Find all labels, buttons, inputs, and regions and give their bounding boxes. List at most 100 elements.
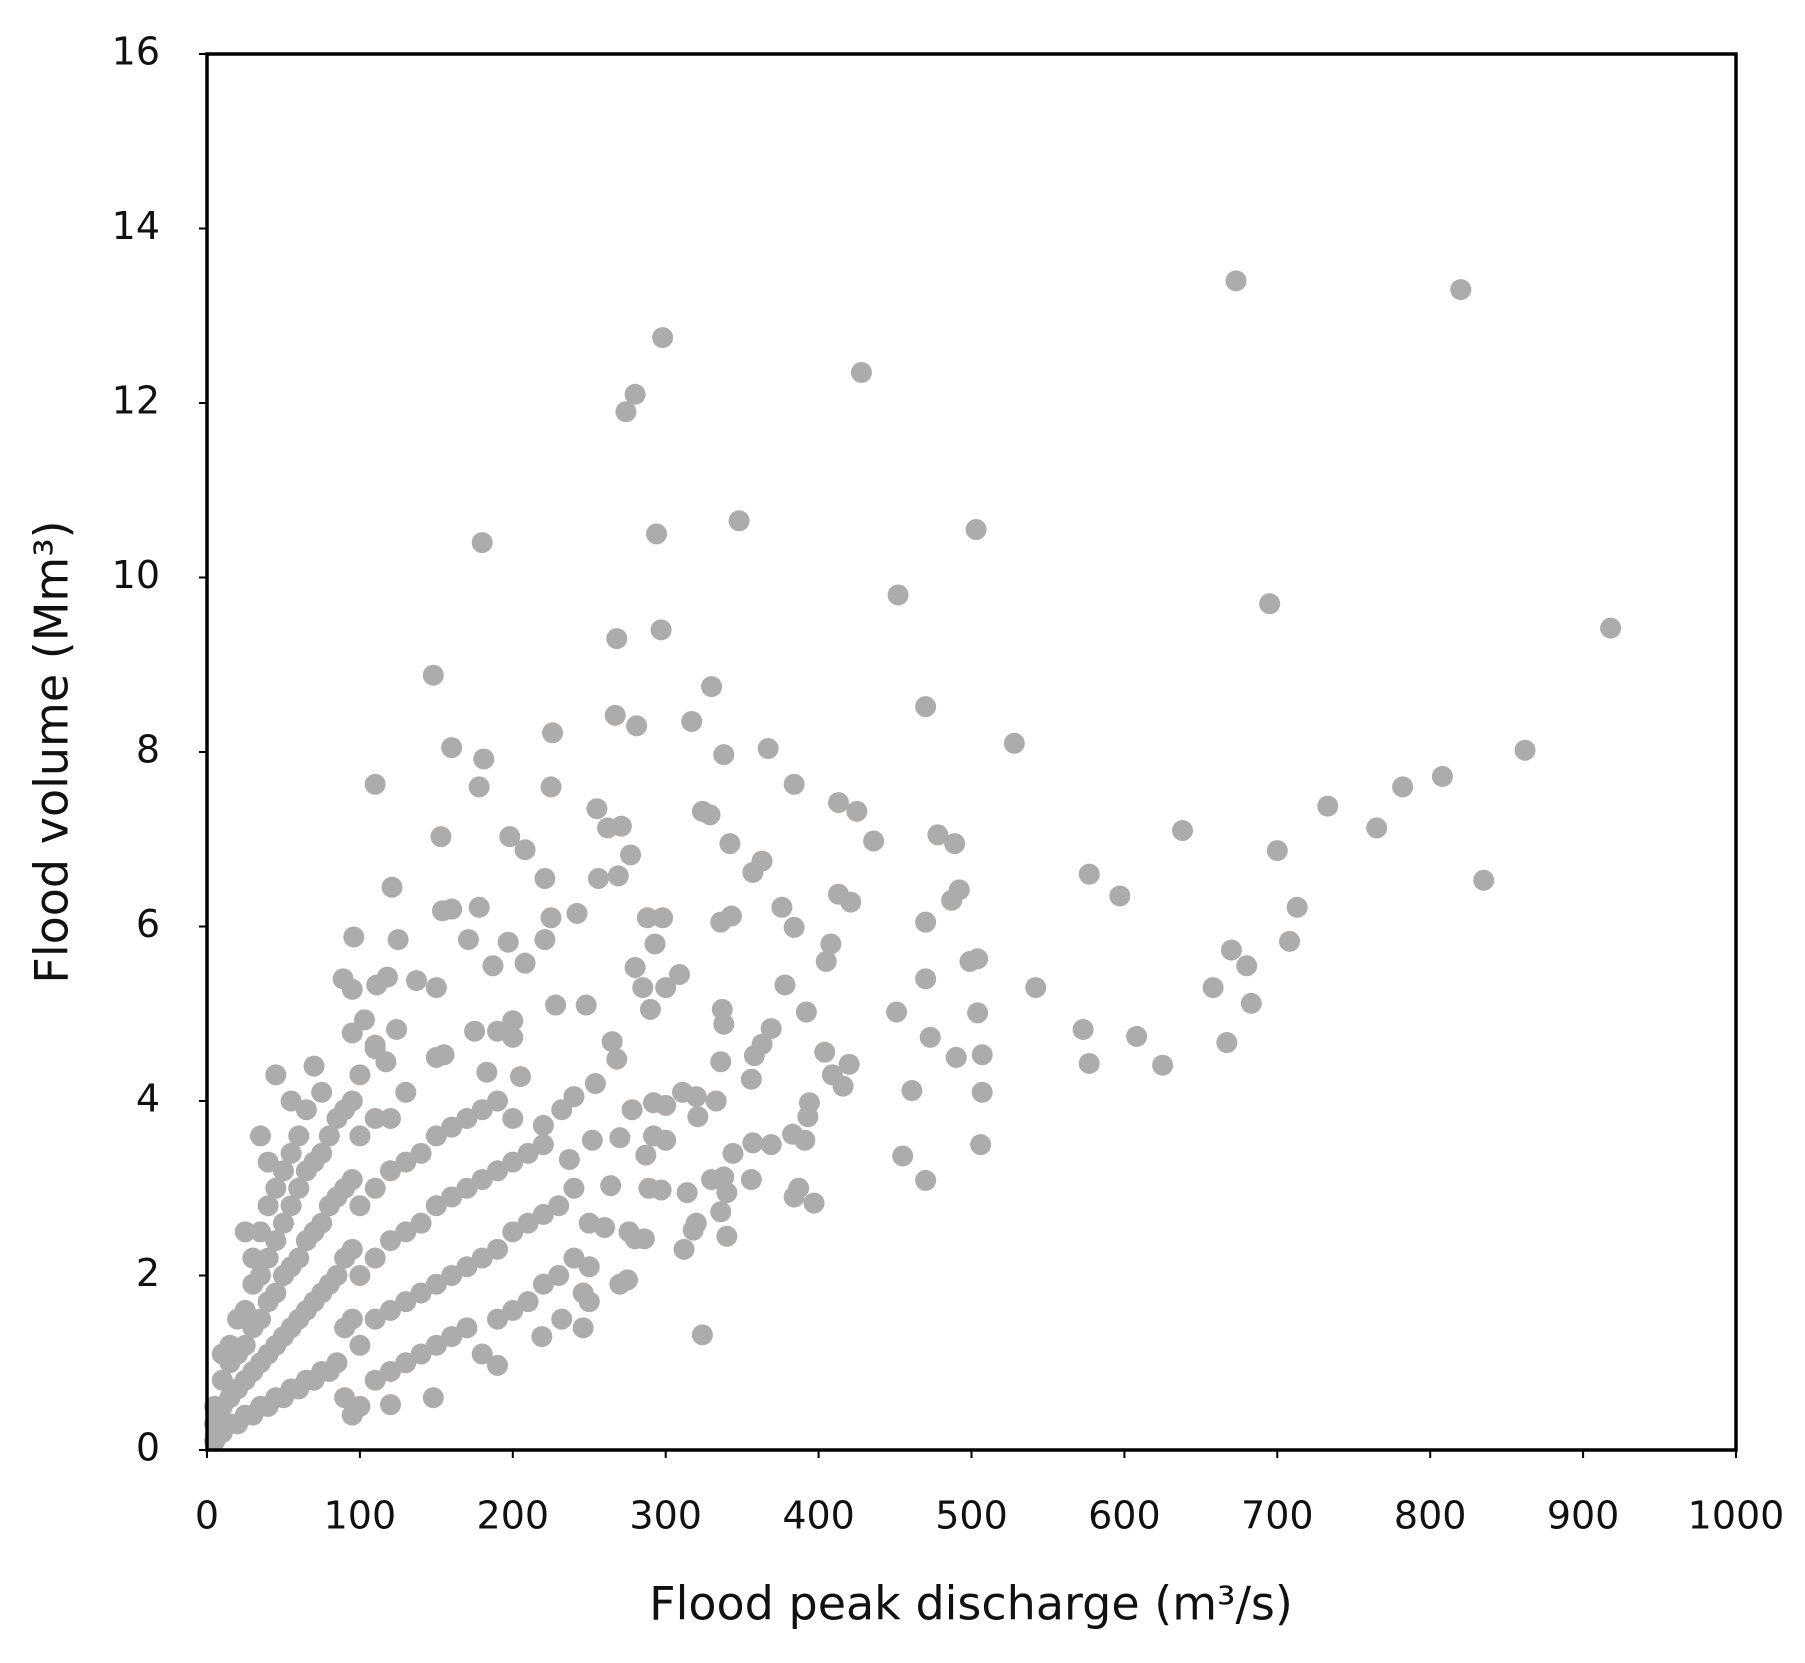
point (534, 868, 556, 890)
x-tick-label: 300 (629, 1494, 702, 1538)
point (915, 1169, 937, 1191)
point (566, 902, 588, 924)
point (379, 1299, 401, 1321)
point (558, 1148, 580, 1170)
point (250, 1265, 272, 1286)
point (915, 911, 937, 933)
point (783, 773, 805, 795)
point (517, 1291, 539, 1313)
point (1202, 977, 1224, 999)
point (540, 776, 562, 798)
point (441, 1186, 463, 1208)
point (650, 1179, 672, 1201)
point (425, 1125, 447, 1147)
point (280, 1195, 302, 1217)
point (502, 1026, 524, 1048)
point (341, 1169, 363, 1191)
point (379, 1394, 401, 1416)
point (632, 977, 654, 999)
point (341, 978, 363, 1000)
point (601, 1031, 623, 1053)
point (468, 896, 490, 918)
point (457, 929, 479, 951)
x-tick-label: 800 (1394, 1494, 1467, 1538)
point (386, 1018, 408, 1040)
point (691, 1324, 713, 1346)
point (774, 974, 796, 996)
point (425, 1334, 447, 1356)
point (257, 1195, 279, 1217)
y-tick-label: 0 (136, 1426, 160, 1470)
point (311, 1081, 333, 1103)
point (364, 773, 386, 795)
point (584, 1073, 606, 1095)
point (303, 1055, 325, 1077)
point (760, 1018, 782, 1040)
point (827, 792, 849, 814)
point (379, 1160, 401, 1182)
y-tick-label: 6 (136, 902, 160, 946)
point (1286, 896, 1308, 918)
point (635, 1144, 657, 1166)
point (341, 1238, 363, 1260)
point (682, 1219, 704, 1241)
point (295, 1099, 317, 1121)
point (687, 1106, 709, 1128)
point (456, 1256, 478, 1278)
point (606, 1048, 628, 1070)
y-tick-label: 4 (136, 1077, 160, 1121)
point (644, 933, 666, 955)
point (311, 1142, 333, 1164)
point (820, 933, 842, 955)
x-axis-title: Flood peak discharge (m³/s) (649, 1577, 1293, 1631)
point (621, 1099, 643, 1121)
point (757, 738, 779, 760)
point (783, 916, 805, 938)
point (1152, 1054, 1174, 1076)
point (740, 1068, 762, 1090)
point (1216, 1032, 1238, 1054)
point (425, 1195, 447, 1217)
point (532, 1203, 554, 1225)
point (410, 1212, 432, 1234)
point (742, 1132, 764, 1154)
point (471, 532, 493, 554)
x-tick-label: 500 (935, 1494, 1008, 1538)
point (740, 1169, 762, 1191)
point (713, 1013, 735, 1035)
point (471, 1099, 493, 1121)
point (334, 1387, 356, 1409)
point (728, 510, 750, 532)
point (1431, 765, 1453, 787)
point (234, 1221, 256, 1243)
point (514, 952, 536, 974)
point (624, 383, 646, 405)
point (901, 1080, 923, 1102)
point (551, 1308, 573, 1330)
point (578, 1291, 600, 1313)
point (471, 1247, 493, 1269)
point (815, 950, 837, 972)
point (803, 1192, 825, 1214)
point (441, 1326, 463, 1348)
point (473, 748, 495, 770)
point (250, 1125, 272, 1147)
point (326, 1265, 348, 1286)
point (326, 1352, 348, 1374)
point (563, 1247, 585, 1269)
point (257, 1247, 279, 1269)
point (652, 327, 674, 349)
point (795, 1001, 817, 1023)
point (502, 1010, 524, 1032)
point (615, 401, 637, 423)
point (616, 1269, 638, 1291)
point (967, 948, 989, 970)
point (1473, 869, 1495, 891)
point (840, 891, 862, 913)
point (349, 1395, 371, 1417)
point (430, 826, 452, 848)
point (349, 1064, 371, 1086)
point (624, 1228, 646, 1250)
x-tick-label: 200 (477, 1494, 550, 1538)
